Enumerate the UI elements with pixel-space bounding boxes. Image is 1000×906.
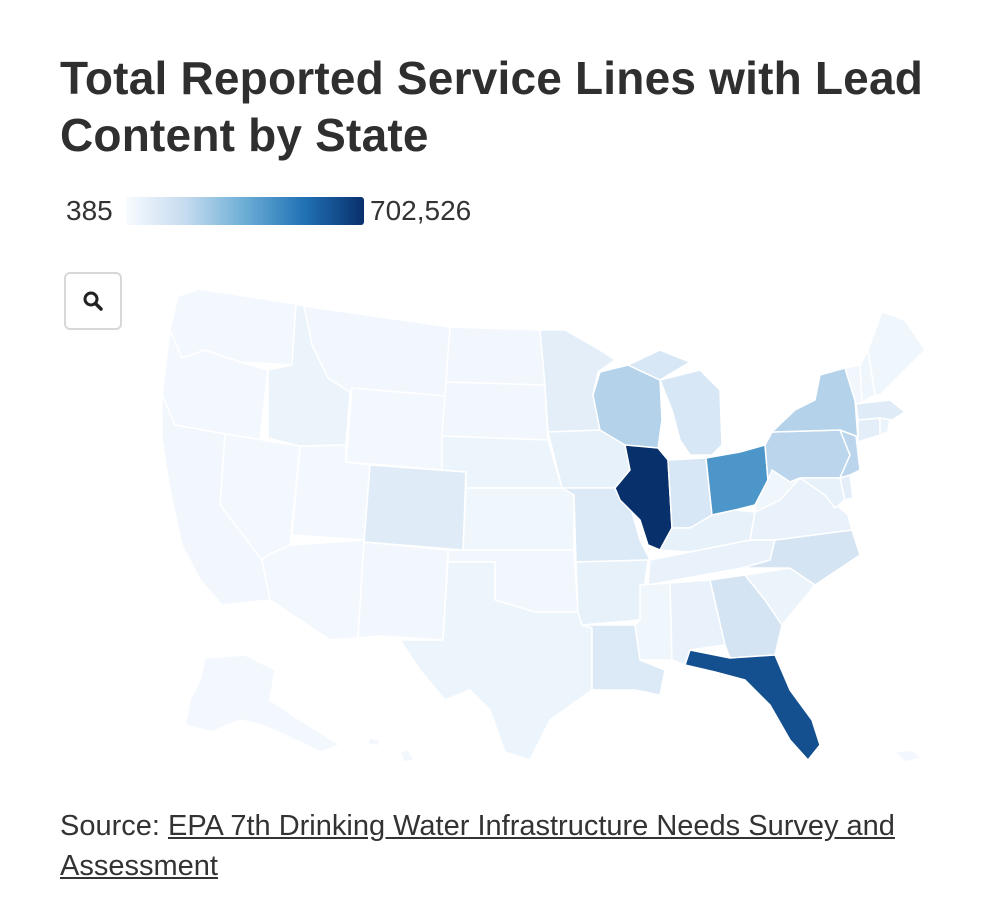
search-icon xyxy=(83,291,103,311)
state-IL[interactable] xyxy=(614,444,673,551)
state-MA[interactable] xyxy=(855,399,906,421)
state-AR[interactable] xyxy=(575,559,649,626)
state-RI[interactable] xyxy=(879,417,891,436)
state-AZ[interactable] xyxy=(261,539,365,641)
state-CA[interactable] xyxy=(161,394,271,606)
state-CT[interactable] xyxy=(857,417,881,443)
state-TX[interactable] xyxy=(399,561,593,761)
state-WY[interactable] xyxy=(345,387,447,471)
state-ME[interactable] xyxy=(867,311,926,396)
state-MI[interactable] xyxy=(627,349,723,456)
source-link[interactable]: EPA 7th Drinking Water Infrastructure Ne… xyxy=(60,810,895,882)
state-CO[interactable] xyxy=(363,464,467,551)
legend-max-label: 702,526 xyxy=(370,195,472,226)
chart-title: Total Reported Service Lines with Lead C… xyxy=(60,52,924,161)
legend-min-label: 385 xyxy=(66,195,113,226)
state-IN[interactable] xyxy=(667,457,713,529)
state-MD[interactable] xyxy=(799,477,846,509)
state-WA[interactable] xyxy=(169,288,297,366)
state-MN[interactable] xyxy=(539,329,616,433)
us-state-map xyxy=(161,288,926,763)
state-ND[interactable] xyxy=(445,326,546,386)
state-NC[interactable] xyxy=(741,529,861,586)
zoom-button[interactable] xyxy=(64,272,122,330)
state-MS[interactable] xyxy=(634,582,673,661)
state-SC[interactable] xyxy=(744,567,816,626)
state-NY[interactable] xyxy=(771,367,859,441)
state-SD[interactable] xyxy=(441,381,549,441)
state-HI[interactable] xyxy=(367,737,923,763)
state-PA[interactable] xyxy=(764,429,851,483)
state-FL[interactable] xyxy=(684,649,821,761)
legend-gradient-bar xyxy=(126,197,364,225)
state-NM[interactable] xyxy=(357,541,449,641)
source-prefix: Source: xyxy=(60,810,168,842)
state-KS[interactable] xyxy=(462,487,575,551)
source-note: Source: EPA 7th Drinking Water Infrastru… xyxy=(60,806,940,886)
state-AK[interactable] xyxy=(184,654,341,753)
